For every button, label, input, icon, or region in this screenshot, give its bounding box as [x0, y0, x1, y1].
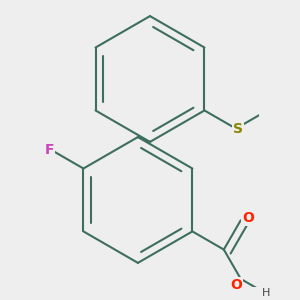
- Text: H: H: [262, 288, 270, 298]
- Text: S: S: [233, 122, 243, 136]
- Text: F: F: [44, 143, 54, 158]
- Text: O: O: [242, 211, 254, 225]
- Text: O: O: [230, 278, 242, 292]
